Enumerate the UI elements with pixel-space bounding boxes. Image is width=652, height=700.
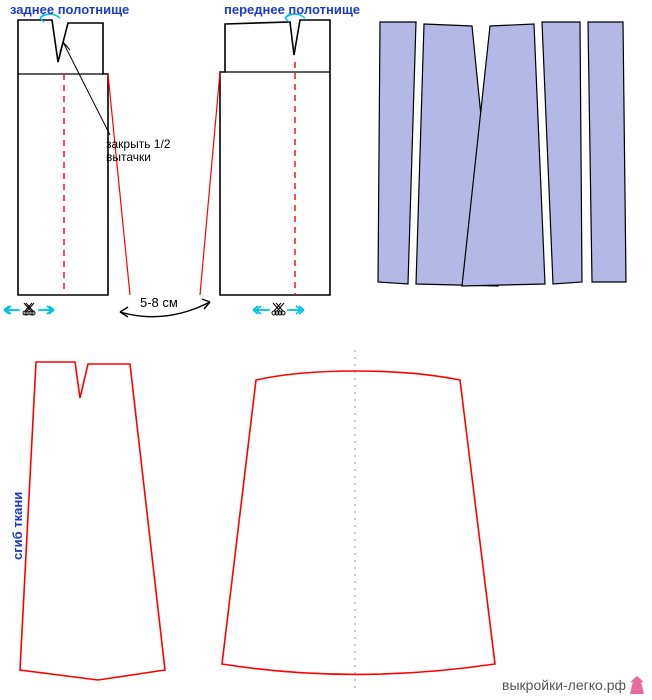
diagram-canvas bbox=[0, 0, 652, 700]
back-panel-label: заднее полотнище bbox=[10, 2, 129, 17]
watermark: выкройки-легко.рф bbox=[502, 676, 644, 694]
watermark-text: выкройки-легко.рф bbox=[502, 677, 626, 693]
dress-icon bbox=[630, 676, 644, 694]
front-panel-label: переднее полотнище bbox=[224, 2, 360, 17]
fabric-fold-label: сгиб ткани bbox=[10, 492, 25, 560]
close-dart-label: закрыть 1/2 вытачки bbox=[106, 138, 171, 164]
measure-label: 5-8 см bbox=[140, 295, 178, 310]
